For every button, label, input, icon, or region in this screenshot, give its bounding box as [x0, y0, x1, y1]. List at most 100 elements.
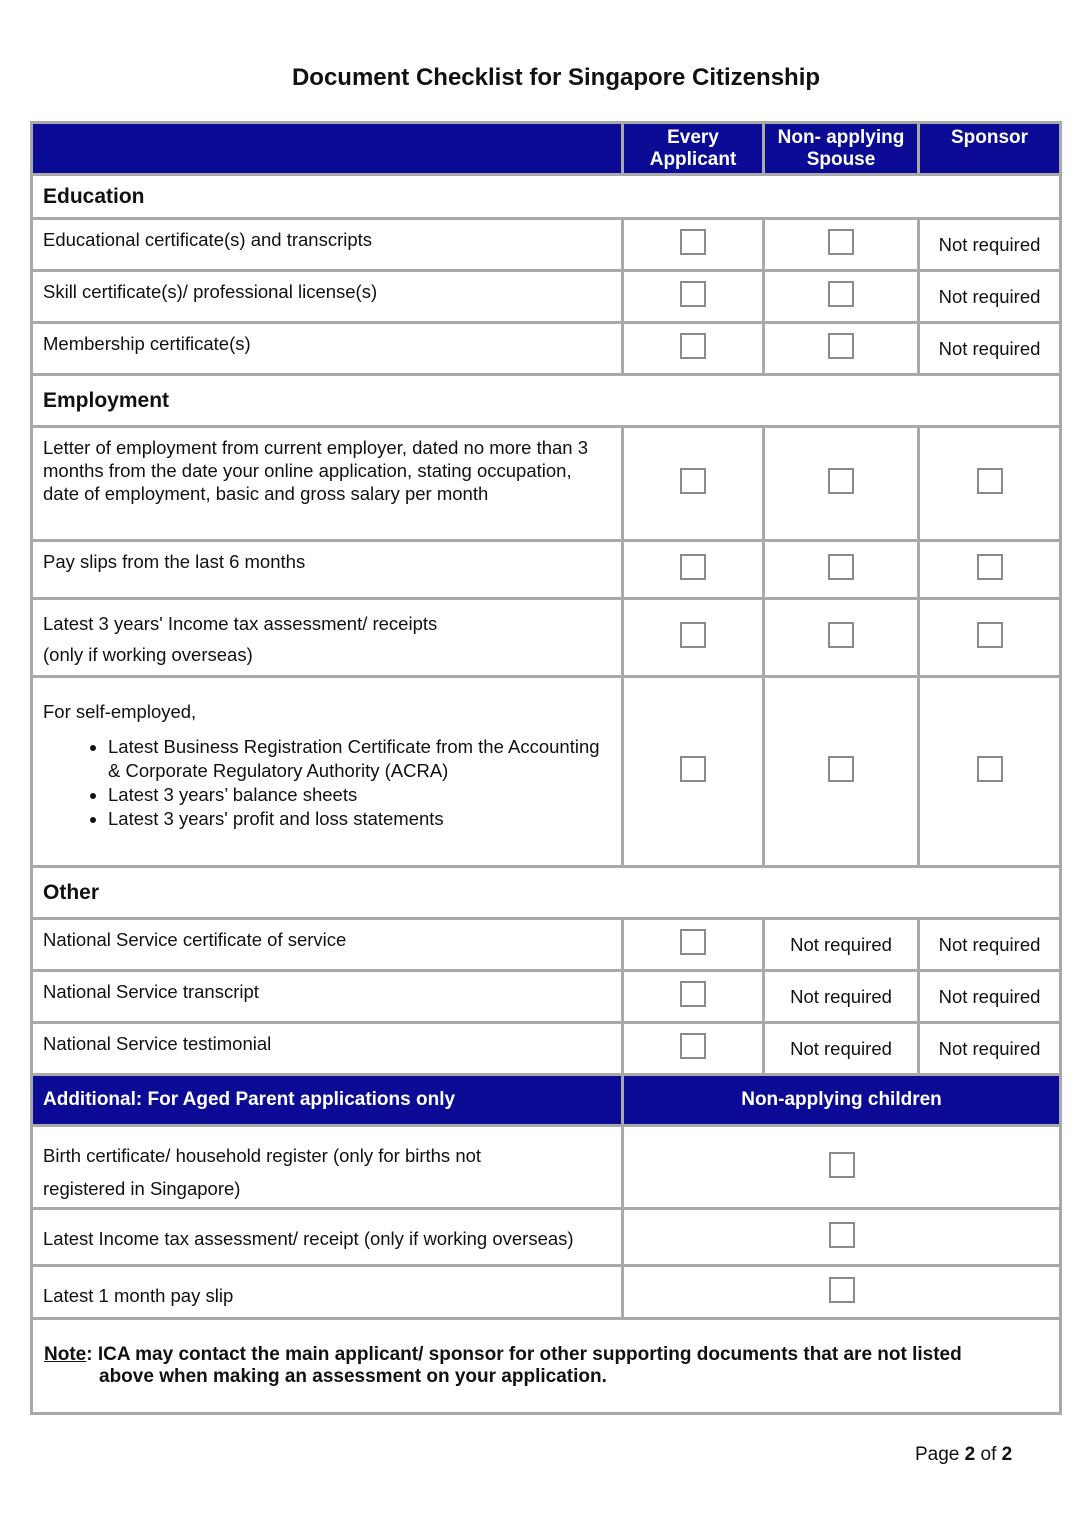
checkbox[interactable]: [680, 333, 706, 359]
checkbox[interactable]: [828, 229, 854, 255]
checkbox[interactable]: [680, 1033, 706, 1059]
document-label: Latest 1 month pay slip: [30, 1264, 624, 1320]
section-heading: Education: [30, 173, 1062, 220]
document-label: Letter of employment from current employ…: [30, 425, 624, 542]
checkbox[interactable]: [828, 333, 854, 359]
checkbox-cell: [621, 539, 765, 600]
not-required-cell: Not required: [917, 217, 1062, 272]
document-label: National Service transcript: [30, 969, 624, 1024]
checkbox[interactable]: [828, 554, 854, 580]
checkbox[interactable]: [828, 1221, 855, 1248]
not-required-cell: Not required: [917, 321, 1062, 376]
table-row: National Service certificate of service N…: [30, 917, 1062, 972]
checkbox-cell: [917, 597, 1062, 678]
checkbox-cell: [621, 217, 765, 272]
checkbox-cell: [917, 425, 1062, 542]
checkbox[interactable]: [976, 756, 1003, 782]
checkbox[interactable]: [680, 229, 706, 255]
column-header: Every Applicant: [621, 121, 765, 176]
checkbox-cell: [762, 597, 920, 678]
bullet-item: Latest 3 years’ balance sheets: [108, 783, 611, 807]
checkbox-cell: [762, 675, 920, 868]
document-label: Birth certificate/ household register (o…: [30, 1124, 624, 1210]
not-required-cell: Not required: [762, 969, 920, 1024]
checkbox[interactable]: [680, 622, 706, 648]
checkbox-cell: [621, 1021, 765, 1076]
document-label: Skill certificate(s)/ professional licen…: [30, 269, 624, 324]
checkbox-cell: [621, 321, 765, 376]
table-row: Latest Income tax assessment/ receipt (o…: [30, 1207, 1062, 1267]
checkbox-cell: [621, 1124, 1062, 1210]
checkbox-cell: [762, 269, 920, 324]
section-heading-row: Employment: [30, 373, 1062, 428]
additional-column-header: Non-applying children: [621, 1073, 1062, 1127]
checkbox[interactable]: [828, 468, 854, 494]
checkbox-cell: [621, 597, 765, 678]
column-header: Sponsor: [917, 121, 1062, 176]
document-label: National Service testimonial: [30, 1021, 624, 1076]
not-required-cell: Not required: [917, 269, 1062, 324]
checkbox-cell: [621, 1207, 1062, 1267]
not-required-cell: Not required: [917, 917, 1062, 972]
checkbox-cell: [917, 539, 1062, 600]
checkbox[interactable]: [680, 929, 706, 955]
table-row: Birth certificate/ household register (o…: [30, 1124, 1062, 1210]
page-number: Page 2 of 2: [915, 1444, 1013, 1465]
checkbox[interactable]: [976, 468, 1003, 494]
table-row: Skill certificate(s)/ professional licen…: [30, 269, 1062, 324]
checkbox-cell: [621, 269, 765, 324]
document-label: Membership certificate(s): [30, 321, 624, 376]
checkbox[interactable]: [828, 281, 854, 307]
section-heading: Other: [30, 865, 1062, 920]
checkbox[interactable]: [828, 622, 854, 648]
document-label: For self-employed,Latest Business Regist…: [30, 675, 624, 868]
checkbox[interactable]: [828, 756, 854, 782]
not-required-cell: Not required: [917, 1021, 1062, 1076]
document-label: Latest Income tax assessment/ receipt (o…: [30, 1207, 624, 1267]
table-row: National Service testimonial Not required…: [30, 1021, 1062, 1076]
page-title: Document Checklist for Singapore Citizen…: [291, 64, 821, 91]
checkbox[interactable]: [828, 1276, 855, 1303]
checkbox-cell: [621, 1264, 1062, 1320]
checkbox[interactable]: [680, 281, 706, 307]
section-heading: Employment: [30, 373, 1062, 428]
table-row: Educational certificate(s) and transcrip…: [30, 217, 1062, 272]
bullet-item: Latest Business Registration Certificate…: [108, 735, 611, 783]
checkbox[interactable]: [680, 756, 706, 782]
additional-heading: Additional: For Aged Parent applications…: [30, 1073, 624, 1127]
header-row: Every Applicant Non- applying Spouse Spons…: [30, 121, 1062, 176]
not-required-cell: Not required: [917, 969, 1062, 1024]
note-row: Note: ICA may contact the main applicant…: [30, 1317, 1062, 1415]
table-row: Membership certificate(s) Not required: [30, 321, 1062, 376]
bullet-item: Latest 3 years' profit and loss statemen…: [108, 807, 611, 831]
checkbox[interactable]: [680, 468, 706, 494]
checkbox-cell: [762, 217, 920, 272]
checkbox[interactable]: [680, 554, 706, 580]
table-row: National Service transcript Not required N…: [30, 969, 1062, 1024]
checkbox-cell: [917, 675, 1062, 868]
document-label: Latest 3 years' Income tax assessment/ r…: [30, 597, 624, 678]
section-heading-row: Education: [30, 173, 1062, 220]
checkbox[interactable]: [976, 554, 1003, 580]
header-blank: [30, 121, 624, 176]
checkbox[interactable]: [828, 1151, 855, 1178]
section-heading-row: Other: [30, 865, 1062, 920]
column-header: Non- applying Spouse: [762, 121, 920, 176]
checkbox-cell: [762, 425, 920, 542]
checkbox-cell: [621, 969, 765, 1024]
table-row: Latest 1 month pay slip: [30, 1264, 1062, 1320]
additional-header-row: Additional: For Aged Parent applications…: [30, 1073, 1062, 1127]
table-row: Letter of employment from current employ…: [30, 425, 1062, 542]
checkbox[interactable]: [680, 981, 706, 1007]
table-row: Latest 3 years' Income tax assessment/ r…: [30, 597, 1062, 678]
document-label: Educational certificate(s) and transcrip…: [30, 217, 624, 272]
checklist-table: Every Applicant Non- applying Spouse Spons…: [30, 121, 1062, 1415]
not-required-cell: Not required: [762, 1021, 920, 1076]
checkbox-cell: [762, 539, 920, 600]
checkbox-cell: [621, 425, 765, 542]
document-label: Pay slips from the last 6 months: [30, 539, 624, 600]
checkbox[interactable]: [976, 622, 1003, 648]
checkbox-cell: [762, 321, 920, 376]
not-required-cell: Not required: [762, 917, 920, 972]
table-row: For self-employed,Latest Business Regist…: [30, 675, 1062, 868]
